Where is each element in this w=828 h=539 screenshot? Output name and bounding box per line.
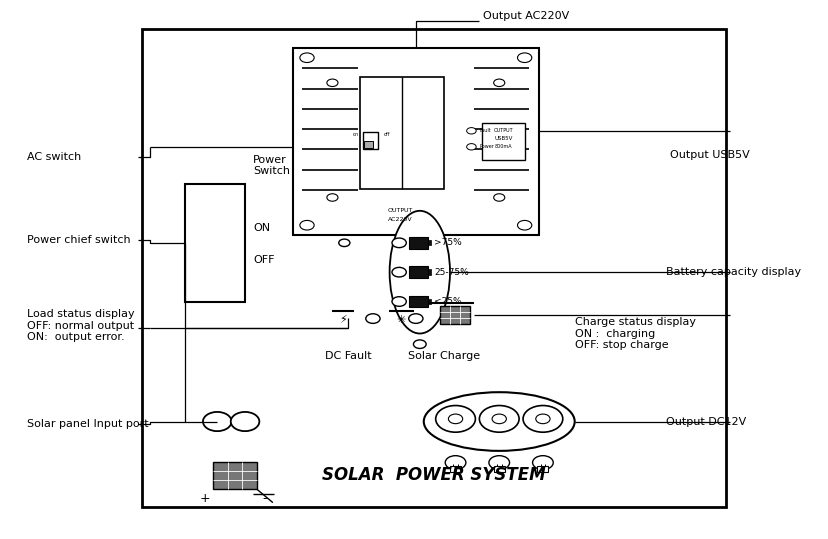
Text: 800mA: 800mA (494, 144, 512, 149)
Bar (450, 466, 460, 472)
Circle shape (522, 405, 562, 432)
Circle shape (408, 314, 422, 323)
Text: Solar panel Input port: Solar panel Input port (26, 419, 148, 429)
Bar (427, 240, 431, 245)
Bar (292, 48, 538, 235)
Circle shape (535, 414, 550, 424)
Text: Power chief switch: Power chief switch (26, 235, 130, 245)
Text: Charge status display
ON :  charging
OFF: stop charge: Charge status display ON : charging OFF:… (574, 317, 695, 350)
Bar (493, 466, 504, 472)
Bar (439, 306, 469, 324)
Circle shape (413, 340, 426, 348)
Circle shape (339, 239, 349, 246)
Circle shape (300, 220, 314, 230)
Text: OUTPUT: OUTPUT (493, 128, 513, 133)
Text: Output DC12V: Output DC12V (665, 417, 745, 426)
Text: ⚡: ⚡ (339, 315, 346, 325)
Ellipse shape (389, 211, 450, 334)
Text: OUTPUT: OUTPUT (387, 208, 412, 213)
Circle shape (479, 405, 518, 432)
Circle shape (300, 53, 314, 63)
Circle shape (326, 194, 338, 201)
Circle shape (493, 79, 504, 87)
Bar (427, 299, 431, 304)
Text: ON: ON (253, 223, 270, 233)
Bar (409, 266, 427, 278)
Bar (481, 123, 525, 160)
Circle shape (466, 128, 475, 134)
Bar (142, 30, 724, 507)
Text: DC Fault: DC Fault (325, 350, 371, 361)
Text: Solar Charge: Solar Charge (407, 350, 479, 361)
Circle shape (445, 455, 465, 469)
Circle shape (392, 267, 406, 277)
Text: AC switch: AC switch (26, 153, 81, 162)
Text: OFF: OFF (253, 255, 274, 265)
Circle shape (392, 296, 406, 306)
Ellipse shape (423, 392, 574, 451)
Circle shape (326, 79, 338, 87)
Bar (363, 141, 373, 148)
Bar (362, 133, 378, 149)
Circle shape (365, 314, 379, 323)
Circle shape (492, 414, 506, 424)
Circle shape (436, 405, 474, 432)
Text: +: + (200, 493, 210, 506)
Circle shape (493, 194, 504, 201)
Text: AC220V: AC220V (388, 217, 412, 223)
Circle shape (448, 414, 462, 424)
Bar (185, 184, 245, 301)
Text: Power: Power (479, 144, 493, 149)
Text: Load status display
OFF: normal output
ON:  output error.: Load status display OFF: normal output O… (26, 309, 134, 342)
Text: Output USB5V: Output USB5V (669, 150, 749, 160)
Text: off: off (383, 132, 389, 137)
Circle shape (489, 455, 509, 469)
Text: Power
Switch: Power Switch (253, 155, 290, 176)
Circle shape (466, 143, 475, 150)
Text: Battery capacity display: Battery capacity display (665, 267, 800, 277)
Text: USB5V: USB5V (493, 136, 513, 141)
Circle shape (517, 53, 531, 63)
Bar (427, 270, 431, 275)
Text: SOLAR  POWER SYSTEM: SOLAR POWER SYSTEM (321, 466, 545, 484)
Text: on: on (352, 132, 359, 137)
Circle shape (230, 412, 259, 431)
Circle shape (517, 220, 531, 230)
Text: Fault: Fault (479, 128, 490, 133)
Bar (409, 237, 427, 248)
Text: ✳: ✳ (397, 315, 406, 325)
Circle shape (532, 455, 552, 469)
Circle shape (203, 412, 231, 431)
Text: -: - (262, 493, 267, 506)
Circle shape (392, 238, 406, 247)
Text: <25%: <25% (434, 297, 461, 306)
Bar (213, 461, 257, 489)
Text: >75%: >75% (434, 238, 461, 247)
Bar (360, 78, 443, 190)
Bar (537, 466, 548, 472)
Text: Output AC220V: Output AC220V (483, 11, 569, 21)
Text: 25-75%: 25-75% (434, 268, 469, 277)
Bar (409, 295, 427, 307)
